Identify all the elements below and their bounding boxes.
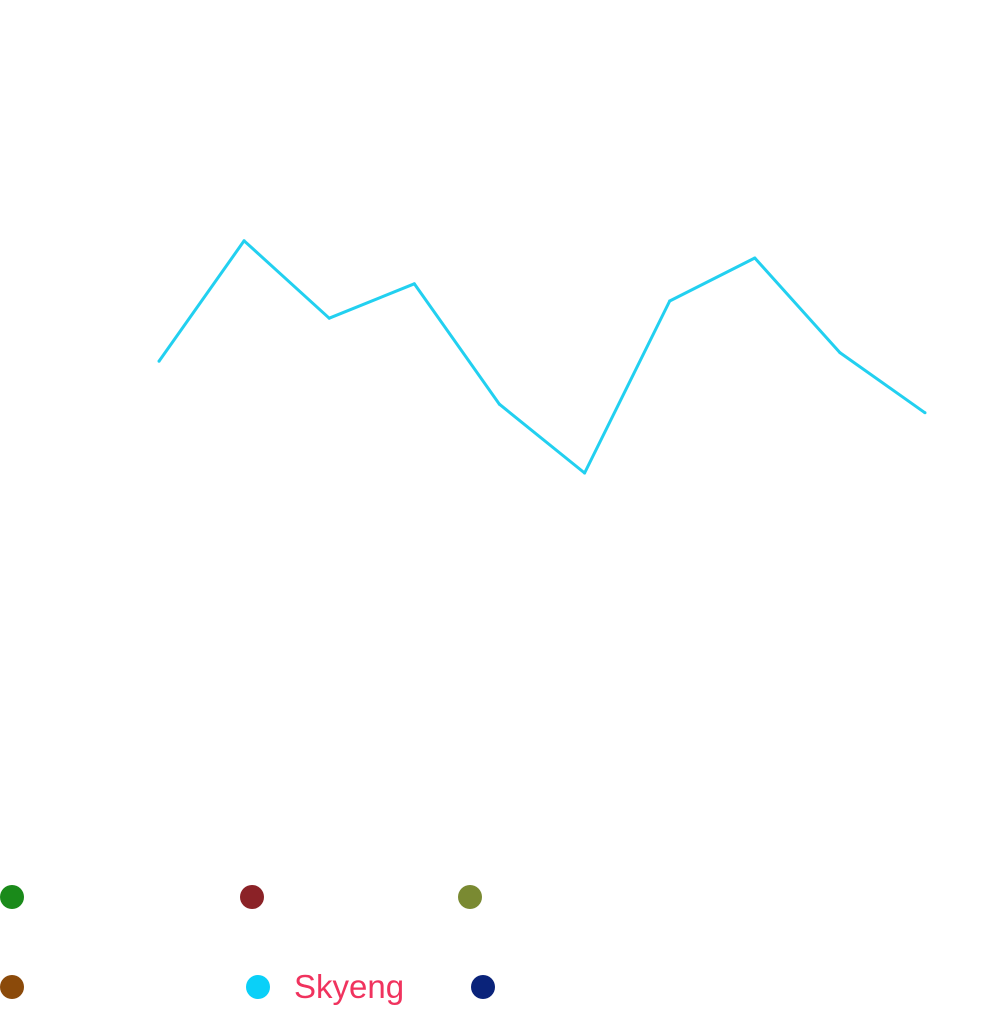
- legend-marker-icon: [240, 885, 264, 909]
- legend-item-3[interactable]: [458, 883, 506, 911]
- legend-label-skyeng: Skyeng: [294, 968, 405, 1005]
- legend-item-2[interactable]: [240, 883, 288, 911]
- data-point-3: [327, 316, 331, 320]
- legend-item-4[interactable]: [0, 973, 48, 1001]
- series-line-skyeng: [157, 239, 926, 475]
- data-point-7: [668, 299, 672, 303]
- legend-item-skyeng[interactable]: Skyeng: [246, 968, 405, 1005]
- data-point-8: [753, 256, 757, 260]
- data-point-1: [157, 359, 161, 363]
- legend-marker-icon: [0, 885, 24, 909]
- data-point-6: [583, 471, 587, 475]
- data-point-10: [923, 411, 927, 415]
- legend-item-6[interactable]: [471, 973, 519, 1001]
- data-point-9: [838, 351, 842, 355]
- legend-marker-icon: [471, 975, 495, 999]
- legend: Skyeng: [0, 872, 981, 1009]
- data-point-2: [242, 239, 246, 243]
- legend-marker-icon: [0, 975, 24, 999]
- data-point-4: [412, 282, 416, 286]
- line-chart: [157, 239, 927, 475]
- legend-item-1[interactable]: [0, 883, 48, 911]
- series-layer: [157, 239, 927, 475]
- legend-marker-icon: [458, 885, 482, 909]
- data-point-5: [497, 402, 501, 406]
- legend-marker-icon: [246, 975, 270, 999]
